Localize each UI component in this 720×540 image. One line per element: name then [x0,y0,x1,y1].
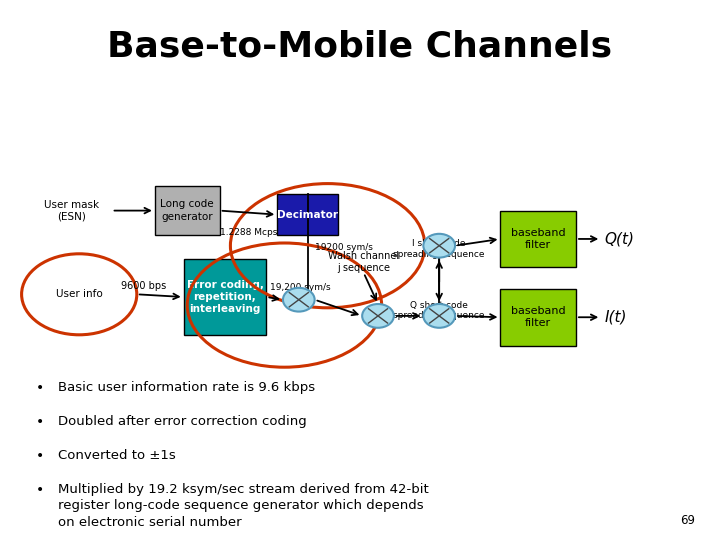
Text: •: • [35,415,44,429]
Text: •: • [35,449,44,463]
Circle shape [423,304,455,328]
Text: baseband
filter: baseband filter [511,306,565,328]
Text: I(t): I(t) [605,310,627,325]
Text: Base-to-Mobile Channels: Base-to-Mobile Channels [107,30,613,64]
Text: 9600 bps: 9600 bps [122,280,166,291]
Text: Doubled after error correction coding: Doubled after error correction coding [58,415,306,428]
Circle shape [423,234,455,258]
Text: •: • [35,381,44,395]
Text: 19,200 sym/s: 19,200 sym/s [270,282,330,292]
Circle shape [283,288,315,312]
FancyBboxPatch shape [500,289,576,346]
Text: Error coding,
repetition,
interleaving: Error coding, repetition, interleaving [186,280,264,314]
Circle shape [362,304,394,328]
Text: 69: 69 [680,514,695,526]
Text: I short code
spreading sequence: I short code spreading sequence [393,239,485,259]
Text: •: • [35,483,44,497]
Text: Long code
generator: Long code generator [161,199,214,222]
Text: Q short code
spreading sequence: Q short code spreading sequence [393,301,485,320]
Text: User mask
(ESN): User mask (ESN) [45,200,99,221]
Text: Multiplied by 19.2 ksym/sec stream derived from 42-bit
register long-code sequen: Multiplied by 19.2 ksym/sec stream deriv… [58,483,428,529]
FancyBboxPatch shape [500,211,576,267]
Text: User info: User info [56,289,102,299]
Text: Basic user information rate is 9.6 kbps: Basic user information rate is 9.6 kbps [58,381,315,394]
Text: 1.2288 Mcps: 1.2288 Mcps [220,228,277,237]
Text: 19200 sym/s: 19200 sym/s [315,242,373,252]
FancyBboxPatch shape [184,259,266,335]
Text: Decimator: Decimator [277,210,338,220]
Text: baseband
filter: baseband filter [511,228,565,250]
Text: Walsh channel
j sequence: Walsh channel j sequence [328,251,399,273]
FancyBboxPatch shape [277,194,338,235]
Text: Converted to ±1s: Converted to ±1s [58,449,176,462]
Text: Q(t): Q(t) [605,232,635,246]
FancyBboxPatch shape [155,186,220,235]
